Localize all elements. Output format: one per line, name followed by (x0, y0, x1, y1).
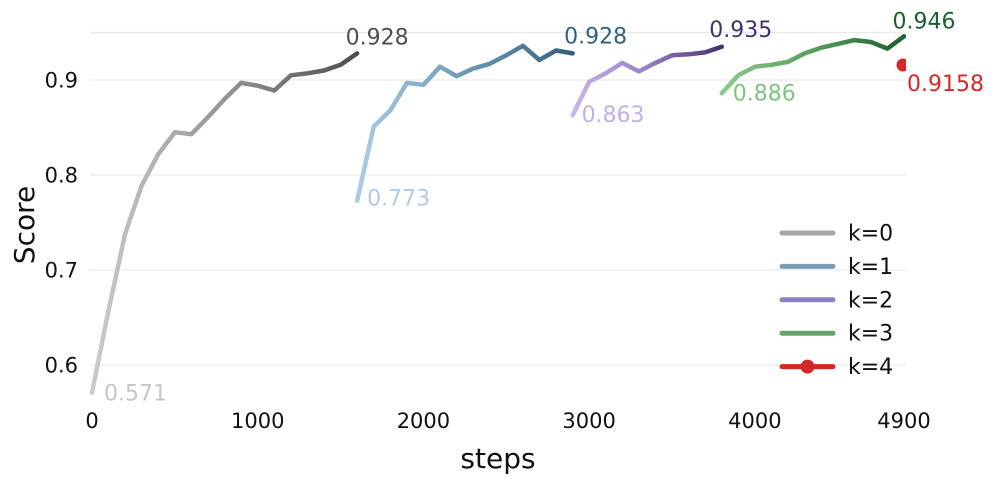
legend-label: k=2 (848, 288, 893, 313)
value-label: 0.571 (104, 382, 167, 407)
legend-label: k=3 (848, 322, 893, 347)
legend-label: k=4 (848, 355, 893, 380)
legend-item-k=4: k=4 (779, 355, 893, 380)
legend-label: k=1 (848, 255, 893, 280)
legend-item-k=2: k=2 (779, 288, 893, 313)
series-line-k=0 (89, 51, 360, 395)
value-label: 0.946 (893, 9, 956, 34)
x-tick-label: 4900 (877, 409, 930, 433)
x-tick-label: 2000 (397, 409, 450, 433)
value-label: 0.886 (733, 81, 796, 106)
value-label: 0.935 (709, 18, 772, 43)
x-tick-label: 1000 (231, 409, 284, 433)
series-marker-k=4 (896, 58, 906, 72)
value-label: 0.773 (367, 187, 430, 212)
legend-marker-dot (800, 359, 815, 374)
x-tick-label: 0 (85, 409, 98, 433)
y-tick-label: 0.7 (45, 259, 78, 283)
y-tick-label: 0.8 (45, 164, 78, 188)
legend-item-k=1: k=1 (779, 255, 893, 280)
value-label: 0.928 (564, 24, 627, 49)
y-tick-label: 0.9 (45, 69, 78, 93)
legend-item-k=3: k=3 (779, 322, 893, 347)
value-label: 0.928 (346, 25, 409, 50)
y-axis-title: Score (8, 186, 41, 264)
x-axis-title: steps (460, 442, 535, 475)
value-label: 0.863 (582, 103, 645, 128)
series-line-k=3 (719, 34, 906, 96)
y-tick-label: 0.6 (45, 354, 78, 378)
x-tick-label: 3000 (562, 409, 615, 433)
series-line-k=1 (354, 43, 575, 203)
value-label: 0.9158 (907, 72, 984, 97)
x-tick-label: 4000 (728, 409, 781, 433)
series-line-k=2 (570, 44, 724, 118)
legend-label: k=0 (848, 222, 893, 247)
legend-item-k=0: k=0 (779, 222, 893, 247)
